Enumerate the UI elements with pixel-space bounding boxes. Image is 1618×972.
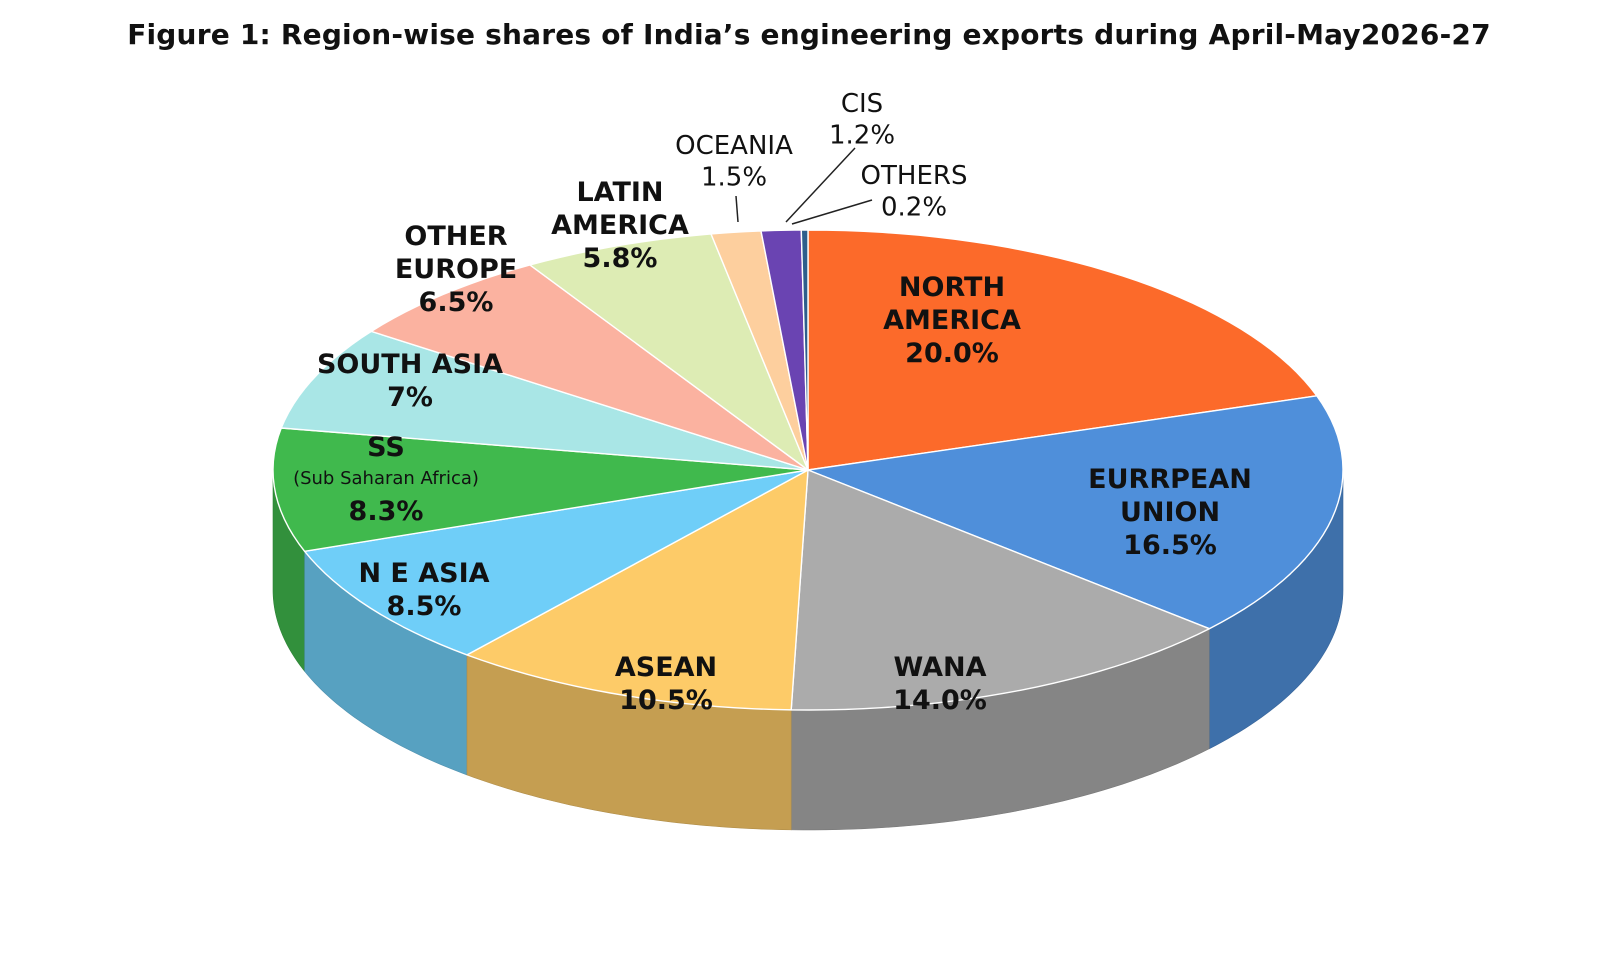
- slice-others: [800, 229, 809, 471]
- slice-ne-asia: [303, 469, 809, 656]
- label-oceania-line-1: OCEANIA: [675, 131, 793, 161]
- label-north-america-line-1: NORTH: [899, 272, 1005, 303]
- label-ss-line-1: SS: [367, 432, 405, 463]
- slice-cis: [760, 229, 809, 471]
- slice-latin-america: [529, 233, 809, 471]
- value-label-wana: 14.0%: [893, 685, 987, 716]
- label-european-union-line-2: UNION: [1120, 497, 1220, 528]
- leader-lines: [735, 147, 873, 225]
- label-ss-sublabel: (Sub Saharan Africa): [293, 468, 479, 489]
- value-label-latin-america: 5.8%: [583, 243, 658, 274]
- slice-south-asia: [280, 330, 809, 471]
- pie-slices: [272, 229, 1344, 711]
- slice-european-union: [807, 395, 1344, 630]
- value-label-north-america: 20.0%: [905, 338, 999, 369]
- slice-asean: [466, 469, 809, 711]
- label-asean-line-1: ASEAN: [615, 652, 717, 683]
- label-european-union-line-1: EURRPEAN: [1088, 464, 1252, 495]
- leader-line-cis: [785, 147, 856, 223]
- value-label-european-union: 16.5%: [1123, 530, 1217, 561]
- value-label-cis: 1.2%: [829, 121, 895, 151]
- label-ne-asia-line-1: N E ASIA: [358, 558, 489, 589]
- label-north-america-line-2: AMERICA: [883, 305, 1021, 336]
- value-label-south-asia: 7%: [387, 382, 433, 413]
- slice-ss: [272, 427, 809, 552]
- slice-labels: NORTHAMERICA20.0%EURRPEANUNION16.5%WANA1…: [293, 89, 1252, 716]
- slice-north-america: [807, 229, 1318, 471]
- leader-line-oceania: [735, 195, 739, 223]
- chart-title: Figure 1: Region-wise shares of India’s …: [127, 18, 1491, 51]
- label-cis-line-1: CIS: [841, 89, 883, 119]
- label-south-asia-line-1: SOUTH ASIA: [317, 349, 503, 380]
- value-label-others: 0.2%: [881, 193, 947, 223]
- label-other-europe-line-1: OTHER: [404, 221, 507, 252]
- slice-other-europe: [370, 264, 809, 471]
- label-latin-america-line-2: AMERICA: [551, 210, 689, 241]
- value-label-ne-asia: 8.5%: [387, 591, 462, 622]
- label-others-line-1: OTHERS: [861, 161, 968, 191]
- value-label-oceania: 1.5%: [701, 163, 767, 193]
- pie-sides: [272, 469, 1344, 831]
- value-label-ss: 8.3%: [349, 496, 424, 527]
- value-label-asean: 10.5%: [619, 685, 713, 716]
- slice-wana: [790, 469, 1211, 711]
- label-latin-america-line-1: LATIN: [576, 177, 663, 208]
- leader-line-others: [791, 199, 873, 225]
- label-other-europe-line-2: EUROPE: [395, 254, 517, 285]
- slice-oceania: [710, 230, 809, 471]
- value-label-other-europe: 6.5%: [419, 287, 494, 318]
- label-wana-line-1: WANA: [894, 652, 987, 683]
